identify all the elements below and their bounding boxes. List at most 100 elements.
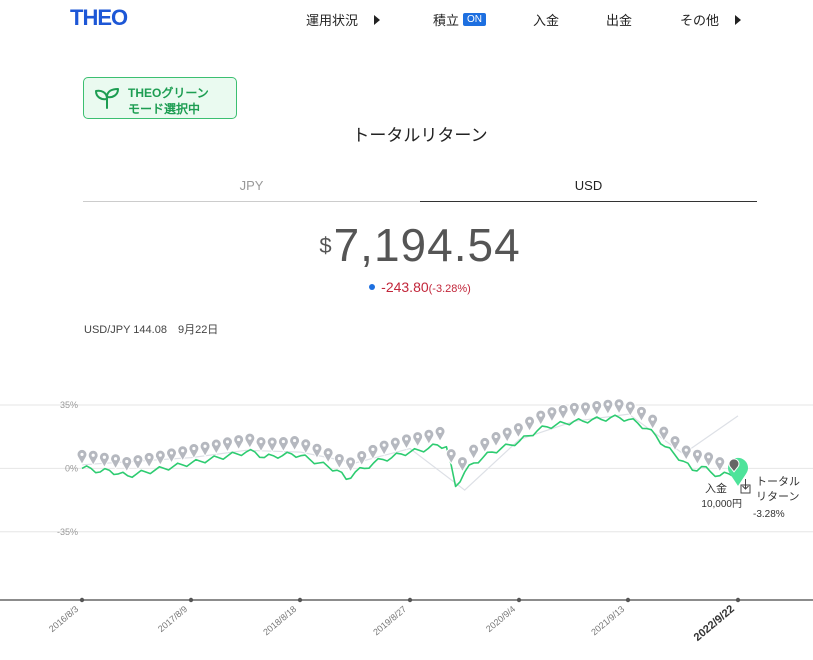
chart-grid — [0, 404, 813, 533]
x-tick-dot — [79, 597, 85, 603]
nav-recurring-label: 積立 — [433, 13, 460, 28]
deposit-marker[interactable] — [378, 439, 390, 457]
nav-deposit[interactable]: 入金 — [533, 10, 559, 29]
deposit-marker[interactable] — [277, 436, 289, 453]
x-tick-label: 2018/8/18 — [261, 604, 298, 637]
green-mode-line2: モード選択中 — [128, 102, 201, 116]
currency-symbol: $ — [319, 233, 332, 258]
nav-other[interactable]: その他 — [680, 10, 742, 29]
x-tick-label: 2017/8/9 — [156, 604, 189, 634]
deposit-marker[interactable] — [490, 431, 502, 448]
deposit-marker[interactable] — [434, 425, 446, 443]
tab-jpy[interactable]: JPY — [83, 178, 420, 202]
deposit-marker[interactable] — [221, 436, 233, 453]
deposit-marker[interactable] — [568, 401, 580, 419]
deposit-marker[interactable] — [255, 436, 267, 453]
deposit-marker[interactable] — [445, 448, 457, 465]
deposit-marker[interactable] — [87, 449, 99, 467]
y-tick-label: 0% — [65, 463, 78, 473]
deposit-marker[interactable] — [680, 444, 692, 462]
deposit-marker[interactable] — [468, 443, 480, 461]
logo[interactable]: THEO — [70, 5, 128, 30]
fx-rate: USD/JPY 144.08 9月22日 — [84, 324, 219, 336]
tab-usd[interactable]: USD — [420, 178, 757, 202]
deposit-marker[interactable] — [557, 404, 569, 421]
deposit-marker[interactable] — [300, 438, 312, 455]
nav-recurring[interactable]: 積立 ON — [433, 10, 487, 29]
deposit-marker[interactable] — [311, 442, 323, 460]
deposit-marker[interactable] — [166, 447, 177, 464]
nav-performance[interactable]: 運用状況 — [306, 10, 381, 29]
deposit-marker[interactable] — [76, 448, 88, 466]
deposit-marker[interactable] — [367, 443, 379, 461]
deposit-marker[interactable] — [591, 400, 603, 417]
deposit-marker[interactable] — [356, 450, 368, 467]
x-tick-dot — [297, 597, 303, 603]
return-line — [81, 414, 739, 488]
deposit-markers — [76, 398, 726, 473]
deposit-marker[interactable] — [535, 409, 547, 427]
deposit-marker[interactable] — [423, 428, 435, 446]
deposit-marker[interactable] — [714, 456, 726, 473]
y-tick-label: -35% — [57, 527, 78, 537]
download-icon[interactable] — [740, 479, 751, 494]
x-tick-label: 2020/9/4 — [484, 604, 517, 634]
change-value: -243.80 — [381, 279, 429, 295]
header: THEO 運用状況 積立 ON 入金 出金 その他 — [0, 0, 813, 36]
deposit-marker[interactable] — [613, 398, 625, 415]
deposit-marker[interactable] — [412, 431, 424, 448]
nav-performance-label: 運用状況 — [306, 13, 359, 28]
green-mode-badge[interactable]: THEOグリーン モード選択中 — [83, 77, 237, 119]
deposit-marker[interactable] — [580, 401, 591, 418]
leaf-icon — [95, 88, 119, 109]
deposit-marker[interactable] — [210, 438, 222, 456]
deposit-marker[interactable] — [188, 442, 200, 460]
deposit-marker[interactable] — [456, 456, 468, 473]
deposit-marker[interactable] — [658, 425, 670, 443]
deposit-marker[interactable] — [401, 433, 412, 450]
deposit-marker[interactable] — [154, 449, 166, 467]
annotation-return-label1: トータル — [756, 475, 800, 488]
y-tick-label: 35% — [60, 400, 78, 410]
deposit-marker[interactable] — [289, 435, 301, 452]
deposit-marker[interactable] — [110, 453, 122, 470]
deposit-marker[interactable] — [199, 440, 211, 458]
deposit-marker[interactable] — [501, 426, 513, 444]
deposit-marker[interactable] — [479, 436, 491, 454]
deposit-marker[interactable] — [266, 436, 278, 453]
deposit-marker[interactable] — [98, 451, 110, 469]
deposit-marker[interactable] — [132, 454, 144, 471]
deposit-marker[interactable] — [624, 400, 636, 418]
nav-withdraw[interactable]: 出金 — [606, 10, 632, 29]
current-marker[interactable] — [728, 457, 748, 486]
deposit-marker[interactable] — [244, 432, 256, 450]
deposit-marker[interactable] — [345, 456, 357, 473]
deposit-marker[interactable] — [635, 405, 647, 423]
nav-withdraw-label: 出金 — [606, 13, 633, 28]
deposit-marker[interactable] — [691, 448, 703, 466]
return-chart[interactable]: 35% 0% -35% 入金 10,000円 トータル リターン -3.28% 20… — [0, 380, 813, 660]
deposit-marker[interactable] — [143, 451, 155, 469]
deposit-marker[interactable] — [602, 398, 614, 416]
deposit-marker[interactable] — [512, 422, 524, 439]
deposit-marker[interactable] — [389, 436, 401, 454]
annotation-return-label2: リターン — [756, 490, 799, 503]
green-mode-line1: THEOグリーン — [128, 86, 209, 100]
x-tick-dot — [735, 597, 741, 603]
nav-other-label: その他 — [680, 13, 720, 28]
deposit-marker[interactable] — [703, 451, 715, 468]
deposit-marker[interactable] — [121, 456, 133, 473]
deposit-marker[interactable] — [524, 415, 536, 433]
deposit-marker[interactable] — [333, 452, 345, 470]
x-tick-label: 2016/8/3 — [47, 604, 80, 634]
x-tick-dot — [407, 597, 413, 603]
y-axis-labels: 35% 0% -35% — [57, 400, 78, 537]
x-tick-dot — [516, 597, 522, 603]
deposit-marker[interactable] — [322, 447, 334, 464]
return-series — [81, 414, 739, 488]
deposit-marker[interactable] — [546, 406, 558, 423]
deposit-marker[interactable] — [647, 413, 659, 431]
deposit-marker[interactable] — [669, 435, 681, 452]
deposit-marker[interactable] — [233, 434, 245, 451]
deposit-marker[interactable] — [177, 445, 189, 462]
